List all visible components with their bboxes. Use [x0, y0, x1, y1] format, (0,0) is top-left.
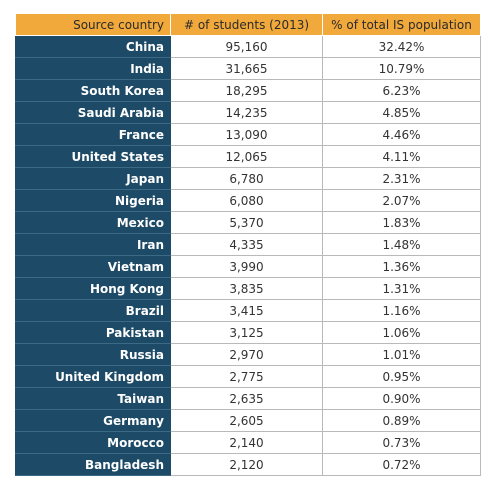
- value-cell: 3,125: [170, 321, 323, 344]
- table-row: United Kingdom 2,775 0.95%: [15, 365, 481, 388]
- value-cell: 95,160: [170, 35, 323, 58]
- value-cell: 14,235: [170, 101, 323, 124]
- value-cell: 4,335: [170, 233, 323, 256]
- value-cell: 1.01%: [322, 343, 481, 366]
- value-cell: 2,140: [170, 431, 323, 454]
- table-row: South Korea 18,295 6.23%: [15, 79, 481, 102]
- table-row: Nigeria 6,080 2.07%: [15, 189, 481, 212]
- country-cell: France: [15, 123, 171, 146]
- country-cell: United States: [15, 145, 171, 168]
- value-cell: 1.06%: [322, 321, 481, 344]
- value-cell: 2.31%: [322, 167, 481, 190]
- table-row: Brazil 3,415 1.16%: [15, 299, 481, 322]
- value-cell: 4.85%: [322, 101, 481, 124]
- value-cell: 5,370: [170, 211, 323, 234]
- value-cell: 13,090: [170, 123, 323, 146]
- value-cell: 2,120: [170, 453, 323, 476]
- value-cell: 3,990: [170, 255, 323, 278]
- value-cell: 1.36%: [322, 255, 481, 278]
- table-row: France 13,090 4.46%: [15, 123, 481, 146]
- country-cell: Russia: [15, 343, 171, 366]
- header-cell: # of students (2013): [170, 13, 323, 36]
- table-row: Taiwan 2,635 0.90%: [15, 387, 481, 410]
- value-cell: 0.95%: [322, 365, 481, 388]
- country-cell: Mexico: [15, 211, 171, 234]
- table-row: Hong Kong 3,835 1.31%: [15, 277, 481, 300]
- value-cell: 1.83%: [322, 211, 481, 234]
- table-container: Source country # of students (2013)% of t…: [15, 13, 481, 476]
- value-cell: 31,665: [170, 57, 323, 80]
- value-cell: 1.16%: [322, 299, 481, 322]
- country-cell: Vietnam: [15, 255, 171, 278]
- table-row: Vietnam 3,990 1.36%: [15, 255, 481, 278]
- header-row: Source country # of students (2013)% of t…: [15, 13, 481, 36]
- value-cell: 32.42%: [322, 35, 481, 58]
- value-cell: 2,970: [170, 343, 323, 366]
- value-cell: 2,775: [170, 365, 323, 388]
- table-row: China 95,160 32.42%: [15, 35, 481, 58]
- header-cell: % of total IS population: [322, 13, 481, 36]
- country-cell: Saudi Arabia: [15, 101, 171, 124]
- header-cell: Source country: [15, 13, 171, 36]
- value-cell: 3,835: [170, 277, 323, 300]
- value-cell: 3,415: [170, 299, 323, 322]
- value-cell: 10.79%: [322, 57, 481, 80]
- value-cell: 2,605: [170, 409, 323, 432]
- value-cell: 4.46%: [322, 123, 481, 146]
- country-cell: Germany: [15, 409, 171, 432]
- table-row: Morocco 2,140 0.73%: [15, 431, 481, 454]
- value-cell: 0.72%: [322, 453, 481, 476]
- country-cell: South Korea: [15, 79, 171, 102]
- value-cell: 18,295: [170, 79, 323, 102]
- country-cell: Brazil: [15, 299, 171, 322]
- value-cell: 6,780: [170, 167, 323, 190]
- country-cell: United Kingdom: [15, 365, 171, 388]
- country-cell: Japan: [15, 167, 171, 190]
- table-row: Saudi Arabia 14,235 4.85%: [15, 101, 481, 124]
- table-row: Russia 2,970 1.01%: [15, 343, 481, 366]
- country-cell: China: [15, 35, 171, 58]
- country-cell: Taiwan: [15, 387, 171, 410]
- value-cell: 4.11%: [322, 145, 481, 168]
- value-cell: 0.89%: [322, 409, 481, 432]
- value-cell: 2,635: [170, 387, 323, 410]
- value-cell: 1.31%: [322, 277, 481, 300]
- value-cell: 1.48%: [322, 233, 481, 256]
- table-row: Germany 2,605 0.89%: [15, 409, 481, 432]
- table-row: Bangladesh 2,120 0.72%: [15, 453, 481, 476]
- country-cell: Hong Kong: [15, 277, 171, 300]
- value-cell: 2.07%: [322, 189, 481, 212]
- country-cell: India: [15, 57, 171, 80]
- table-body: China 95,160 32.42% India 31,665 10.79% South …: [15, 35, 481, 476]
- table-row: Iran 4,335 1.48%: [15, 233, 481, 256]
- table-row: Mexico 5,370 1.83%: [15, 211, 481, 234]
- value-cell: 6.23%: [322, 79, 481, 102]
- country-cell: Iran: [15, 233, 171, 256]
- table-row: Japan 6,780 2.31%: [15, 167, 481, 190]
- country-cell: Bangladesh: [15, 453, 171, 476]
- table: Source country # of students (2013)% of t…: [15, 13, 481, 476]
- country-cell: Morocco: [15, 431, 171, 454]
- table-row: Pakistan 3,125 1.06%: [15, 321, 481, 344]
- table-row: United States 12,065 4.11%: [15, 145, 481, 168]
- value-cell: 6,080: [170, 189, 323, 212]
- value-cell: 0.90%: [322, 387, 481, 410]
- value-cell: 0.73%: [322, 431, 481, 454]
- country-cell: Nigeria: [15, 189, 171, 212]
- value-cell: 12,065: [170, 145, 323, 168]
- country-cell: Pakistan: [15, 321, 171, 344]
- table-row: India 31,665 10.79%: [15, 57, 481, 80]
